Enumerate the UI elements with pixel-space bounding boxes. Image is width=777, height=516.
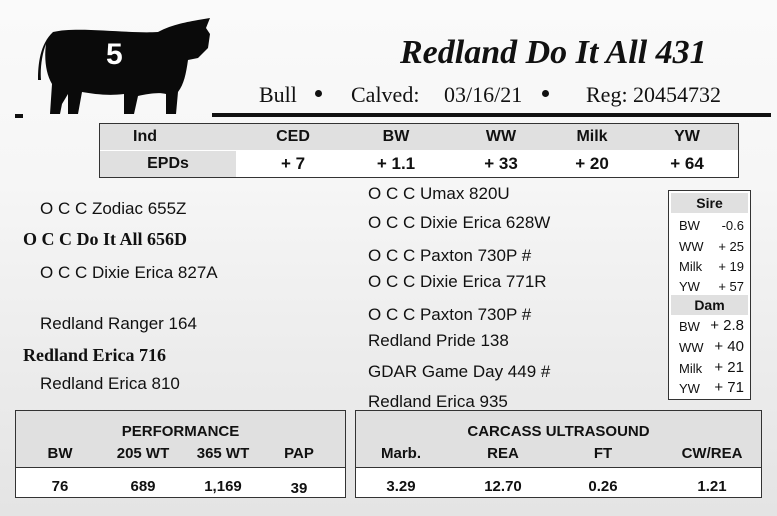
carcass-header: REA: [487, 445, 519, 462]
pedigree-dd-dam: Redland Erica 935: [368, 392, 508, 411]
performance-header: PAP: [284, 445, 314, 462]
performance-header: 365 WT: [196, 445, 250, 462]
pedigree-dd-sire: GDAR Game Day 449 #: [368, 362, 551, 381]
divider: [15, 114, 23, 118]
carcass-header: FT: [593, 445, 613, 462]
performance-value: 76: [51, 478, 69, 495]
performance-box: PERFORMANCE BW 205 WT 365 WT PAP 76 689 …: [15, 410, 346, 498]
carcass-value: 12.70: [484, 478, 522, 495]
epd-header: WW: [485, 128, 517, 145]
dam-epd-value: + 40: [714, 338, 744, 355]
sire-epd-value: + 57: [718, 279, 744, 294]
dam-epd-title: Dam: [671, 295, 748, 315]
epd-value: + 64: [670, 154, 704, 173]
carcass-header: Marb.: [380, 445, 421, 462]
pedigree-ds-sire: O C C Paxton 730P #: [368, 305, 532, 324]
epd-header: Milk: [576, 128, 608, 145]
sire-dam-epd-box: Sire BW -0.6 WW + 25 Milk + 19 YW + 57 Dam B…: [668, 190, 751, 400]
performance-header: BW: [47, 445, 73, 462]
pedigree-dam: Redland Erica 716: [23, 345, 167, 365]
pedigree-dam-sire: Redland Ranger 164: [40, 314, 197, 333]
pedigree-sire: O C C Do It All 656D: [23, 229, 188, 249]
sire-epd-value: -0.6: [721, 218, 744, 233]
performance-value: 39: [290, 480, 308, 497]
epd-value: + 1.1: [376, 154, 416, 173]
dam-epd-value: + 21: [714, 359, 744, 376]
sire-epd-label: YW: [679, 279, 700, 294]
carcass-value: 0.26: [588, 478, 618, 495]
epd-value: + 20: [575, 154, 609, 173]
calved-label: Calved:: [351, 82, 420, 107]
performance-value: 689: [130, 478, 156, 495]
pedigree-ss-dam: O C C Dixie Erica 628W: [368, 213, 551, 232]
sire-epd-value: + 25: [718, 239, 744, 254]
performance-header: 205 WT: [116, 445, 170, 462]
divider: [212, 113, 771, 117]
pedigree-dam-dam: Redland Erica 810: [40, 374, 180, 393]
epd-label: Ind: [133, 128, 157, 145]
sire-epd-value: + 19: [718, 259, 744, 274]
dam-epd-label: BW: [679, 319, 700, 334]
epd-label: EPDs: [100, 151, 236, 177]
sire-epd-label: WW: [679, 239, 704, 254]
carcass-value: 1.21: [697, 478, 727, 495]
dam-epd-value: + 2.8: [710, 317, 744, 334]
sire-epd-label: BW: [679, 218, 700, 233]
calved-date: 03/16/21: [444, 82, 523, 107]
performance-value: 1,169: [204, 478, 242, 495]
pedigree-sd-sire: O C C Paxton 730P #: [368, 246, 532, 265]
carcass-header: CW/REA: [681, 445, 743, 462]
carcass-value: 3.29: [386, 478, 416, 495]
dam-epd-value: + 71: [714, 379, 744, 396]
dam-epd-label: YW: [679, 381, 700, 396]
sire-epd-label: Milk: [679, 259, 703, 274]
separator-dot: [542, 90, 549, 97]
epd-table: Ind CED BW WW Milk YW EPDs + 7 + 1.1 + 3…: [99, 123, 739, 178]
epd-value: + 33: [484, 154, 518, 173]
sex: Bull: [259, 82, 297, 107]
pedigree-sire-dam: O C C Dixie Erica 827A: [40, 263, 218, 282]
carcass-title: CARCASS ULTRASOUND: [467, 423, 650, 440]
pedigree-ds-dam: Redland Pride 138: [368, 331, 509, 350]
carcass-box: CARCASS ULTRASOUND Marb. REA FT CW/REA 3…: [355, 410, 762, 498]
bull-silhouette-icon: [38, 18, 210, 114]
performance-title: PERFORMANCE: [121, 423, 240, 440]
epd-header: CED: [276, 128, 310, 145]
dam-epd-label: Milk: [679, 361, 703, 376]
epd-header: BW: [382, 128, 410, 145]
separator-dot: [315, 90, 322, 97]
pedigree-ss-sire: O C C Umax 820U: [368, 184, 510, 203]
animal-name: Redland Do It All 431: [400, 34, 707, 71]
registration: Reg: 20454732: [586, 82, 722, 107]
epd-value: + 7: [280, 154, 306, 173]
pedigree-sd-dam: O C C Dixie Erica 771R: [368, 272, 547, 291]
lot-number: 5: [106, 38, 123, 71]
sire-epd-title: Sire: [671, 193, 748, 213]
pedigree-sire-sire: O C C Zodiac 655Z: [40, 199, 187, 218]
dam-epd-label: WW: [679, 340, 704, 355]
epd-header: YW: [674, 128, 700, 145]
